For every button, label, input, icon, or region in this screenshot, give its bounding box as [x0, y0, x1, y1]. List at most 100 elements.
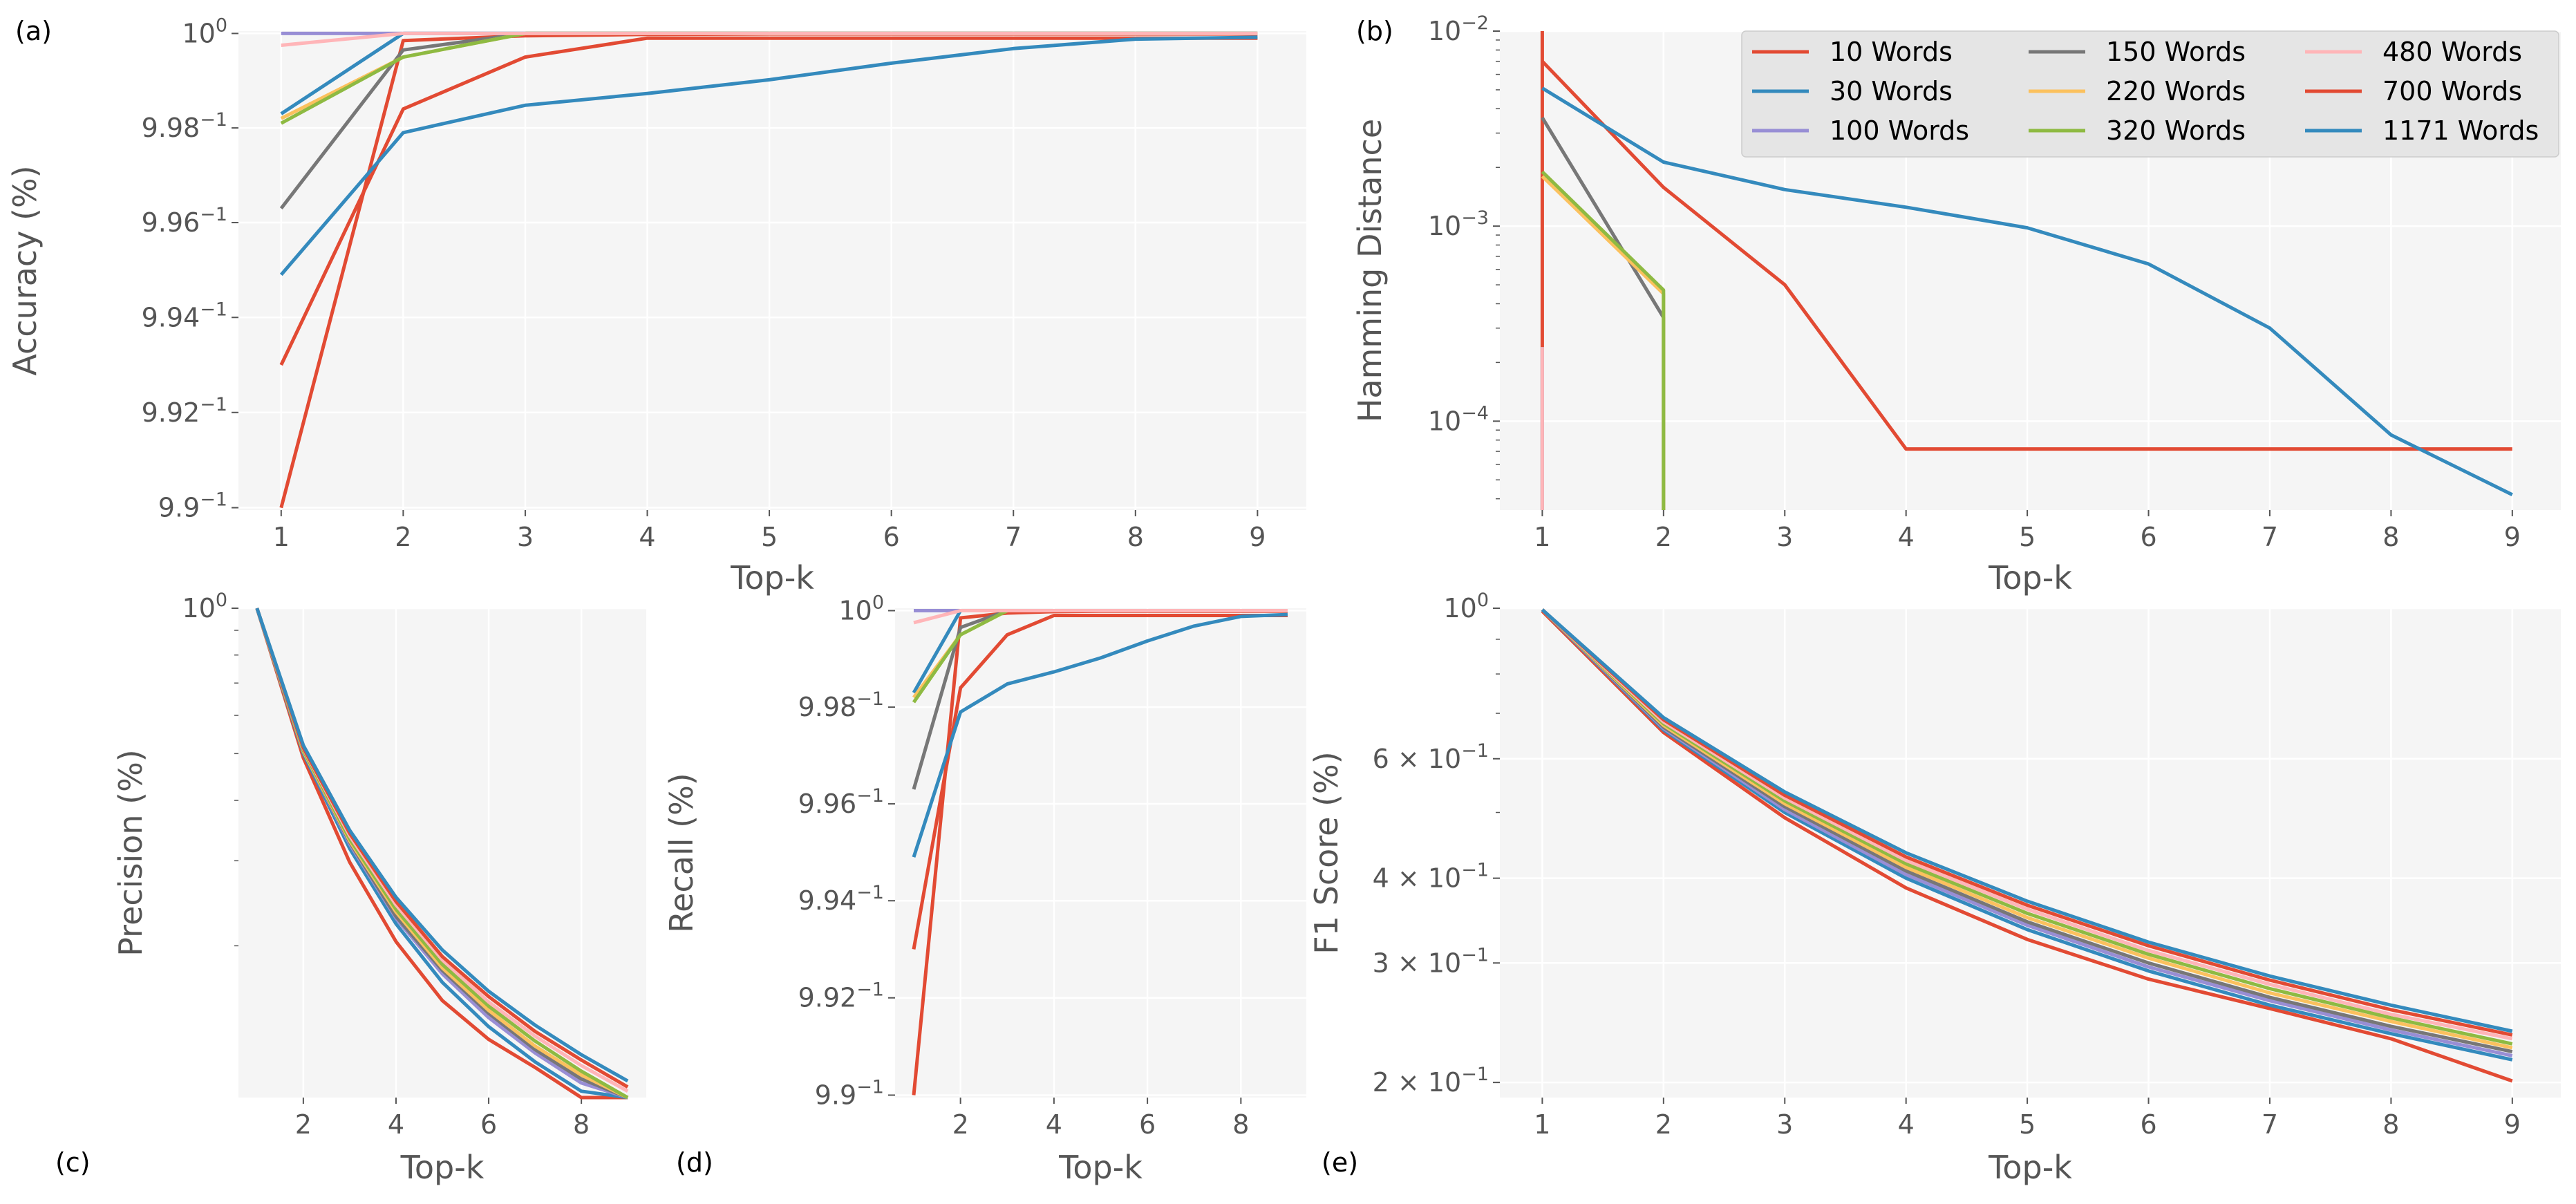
legend-label: 100 Words [1830, 115, 1969, 146]
x-tick-label: 6 [2140, 522, 2156, 552]
series-line-320-words [1541, 608, 2513, 1046]
x-tick-label: 4 [388, 1109, 404, 1140]
y-tick-label: 9.9−1 [815, 1076, 884, 1110]
x-tick-label: 2 [1655, 522, 1672, 552]
series-line-10-words [1541, 610, 2513, 1083]
x-tick-label: 5 [761, 522, 778, 552]
y-tick-label: 9.94−1 [142, 299, 227, 332]
x-tick-label: 7 [2262, 522, 2278, 552]
legend-label: 480 Words [2382, 37, 2522, 67]
x-tick-label: 8 [573, 1109, 590, 1140]
series-line-700-words [279, 36, 1258, 366]
panel-c: 2 4 6 8 100 Top-k Precision (%) (c) [55, 590, 646, 1186]
x-tick-label: 7 [1005, 522, 1022, 552]
y-tick-label: 100 [1443, 590, 1489, 623]
x-tick-label: 5 [2019, 522, 2036, 552]
y-axis-label: Precision (%) [112, 749, 149, 956]
y-tick-label: 9.98−1 [798, 688, 884, 722]
x-tick-label: 1 [1534, 1109, 1550, 1140]
series-line-1171-words [912, 612, 1288, 858]
series-line-1171-words [1541, 608, 2513, 1033]
x-tick-label: 2 [395, 522, 411, 552]
legend-label: 320 Words [2106, 115, 2246, 146]
x-axis-label: Top-k [1988, 559, 2072, 596]
x-tick-label: 6 [883, 522, 900, 552]
series-line-150-words [1541, 608, 2513, 1054]
x-tick-label: 8 [2382, 1109, 2399, 1140]
series-line-700-words [1541, 59, 2512, 451]
x-axis-label: Top-k [400, 1149, 485, 1186]
y-tick-label: 9.98−1 [142, 109, 227, 143]
y-tick-label: 6 × 10−1 [1373, 740, 1489, 774]
x-tick-label: 5 [2019, 1109, 2036, 1140]
y-tick-label: 10−3 [1428, 207, 1489, 241]
y-tick-label: 9.94−1 [798, 882, 884, 916]
panel-label: (e) [1322, 1147, 1358, 1178]
x-tick-label: 3 [1776, 522, 1793, 552]
legend: 10 Words 30 Words 100 Words 150 Words 220 Wo… [1741, 30, 2559, 158]
series-line-10-words [255, 608, 628, 1100]
x-tick-label: 4 [1898, 522, 1915, 552]
y-tick-label: 3 × 10−1 [1373, 944, 1489, 978]
y-tick-label: 2 × 10−1 [1373, 1064, 1489, 1098]
x-tick-label: 8 [2382, 522, 2399, 552]
series-line-320-words [1541, 170, 1666, 510]
x-tick-label: 4 [639, 522, 655, 552]
y-tick-label: 4 × 10−1 [1373, 860, 1489, 894]
x-tick-label: 3 [1776, 1109, 1793, 1140]
plot-area [238, 31, 1306, 510]
panel-label: (b) [1356, 16, 1393, 46]
legend-label: 10 Words [1830, 37, 1953, 67]
x-tick-label: 3 [517, 522, 534, 552]
x-tick-label: 8 [1127, 522, 1144, 552]
x-tick-label: 9 [2504, 1109, 2521, 1140]
y-axis-label: Accuracy (%) [6, 165, 44, 375]
x-tick-label: 2 [1655, 1109, 1672, 1140]
plot-area [895, 608, 1306, 1098]
x-tick-label: 9 [2504, 522, 2521, 552]
panel-label: (d) [676, 1147, 713, 1178]
series-line-480-words [281, 31, 1258, 47]
y-tick-label: 9.92−1 [142, 394, 227, 428]
y-tick-label: 9.9−1 [158, 489, 227, 523]
series-line-220-words [1541, 608, 2513, 1050]
y-tick-label: 9.96−1 [142, 204, 227, 238]
x-tick-label: 9 [1249, 522, 1266, 552]
x-tick-label: 6 [1139, 1109, 1156, 1140]
y-axis-label: Recall (%) [663, 773, 700, 932]
x-tick-label: 4 [1046, 1109, 1062, 1140]
panel-label: (a) [15, 16, 52, 46]
y-axis-label: Hamming Distance [1351, 119, 1389, 422]
y-tick-label: 9.92−1 [798, 979, 884, 1013]
x-tick-label: 2 [295, 1109, 312, 1140]
x-tick-label: 6 [2140, 1109, 2156, 1140]
x-axis-label: Top-k [1058, 1149, 1143, 1186]
series-line-480-words [913, 609, 1288, 625]
legend-label: 700 Words [2382, 76, 2522, 106]
series-line-1171-words [279, 35, 1258, 276]
x-axis-label: Top-k [1988, 1149, 2072, 1186]
series-line-700-words [912, 614, 1288, 950]
panel-d: 2 4 6 8 9.9−1 9.92−1 9.94−1 9.96−1 9.98−1 100 Top-… [663, 592, 1306, 1186]
legend-label: 220 Words [2106, 76, 2246, 106]
y-tick-label: 10−2 [1428, 12, 1489, 46]
y-tick-label: 10−4 [1428, 402, 1489, 436]
legend-label: 30 Words [1830, 76, 1953, 106]
panel-label: (c) [55, 1147, 91, 1178]
x-tick-label: 6 [480, 1109, 497, 1140]
x-tick-label: 2 [952, 1109, 969, 1140]
series-line-700-words [1541, 608, 2513, 1037]
legend-label: 150 Words [2106, 37, 2246, 67]
y-tick-label: 9.96−1 [798, 785, 884, 819]
plot-area [238, 608, 646, 1098]
x-tick-label: 4 [1898, 1109, 1915, 1140]
x-tick-label: 1 [273, 522, 290, 552]
series-line-1171-words [1541, 86, 2513, 496]
series-line-480-words [1541, 608, 2513, 1041]
y-axis-label: F1 Score (%) [1308, 751, 1345, 954]
x-tick-label: 8 [1232, 1109, 1249, 1140]
x-tick-label: 1 [1534, 522, 1550, 552]
panel-e: 1 2 3 4 5 6 7 8 9 2 × 10−1 3 × 10−1 4 × 10−1 6 × 10−… [1308, 590, 2561, 1186]
y-tick-label: 100 [182, 15, 227, 48]
